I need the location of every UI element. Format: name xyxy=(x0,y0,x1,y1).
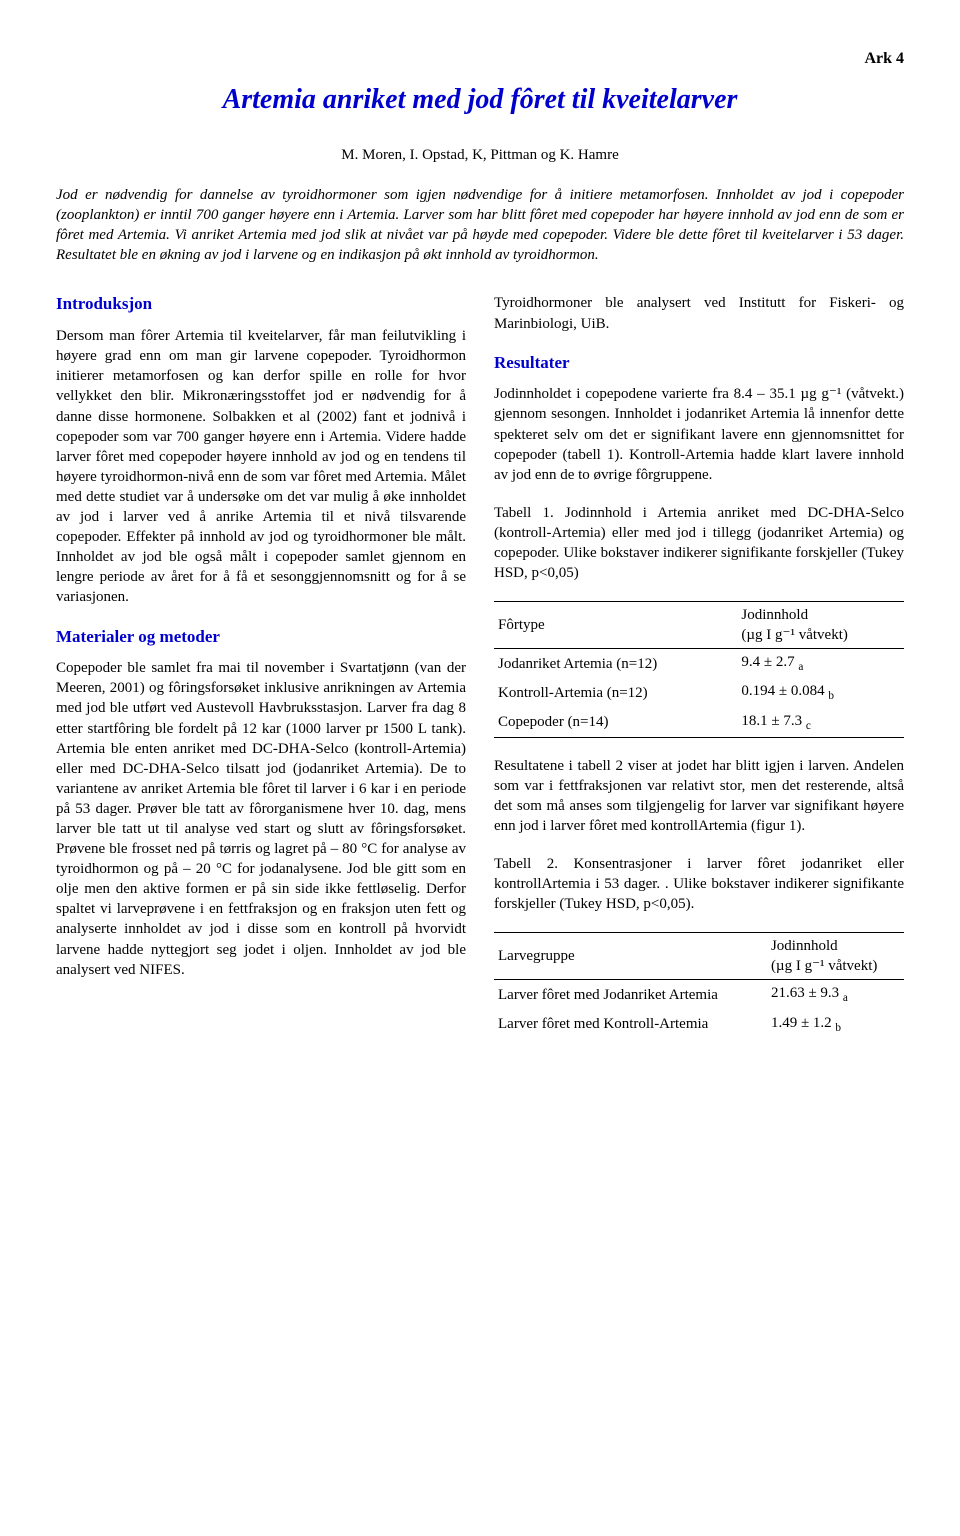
table-row: Larver fôret med Kontroll-Artemia 1.49 ±… xyxy=(494,1010,904,1039)
table2-col2-header: Jodinnhold (µg I g⁻¹ våtvekt) xyxy=(767,933,904,980)
introduction-heading: Introduksjon xyxy=(56,293,466,316)
table-header-row: Fôrtype Jodinnhold (µg I g⁻¹ våtvekt) xyxy=(494,602,904,649)
table1-r1-value: 9.4 ± 2.7 a xyxy=(737,649,904,679)
materials-body: Copepoder ble samlet fra mai til novembe… xyxy=(56,658,466,980)
table1-col2-line2: (µg I g⁻¹ våtvekt) xyxy=(741,627,847,643)
right-column: Tyroidhormoner ble analysert ved Institu… xyxy=(494,293,904,1056)
table-row: Kontroll-Artemia (n=12) 0.194 ± 0.084 b xyxy=(494,678,904,707)
table1-r2-label: Kontroll-Artemia (n=12) xyxy=(494,678,737,707)
table2-r1-value: 21.63 ± 9.3 a xyxy=(767,980,904,1010)
article-title: Artemia anriket med jod fôret til kveite… xyxy=(56,81,904,119)
table2-col2-line2: (µg I g⁻¹ våtvekt) xyxy=(771,958,877,974)
table-row: Larver fôret med Jodanriket Artemia 21.6… xyxy=(494,980,904,1010)
results-heading: Resultater xyxy=(494,352,904,375)
thyroid-note: Tyroidhormoner ble analysert ved Institu… xyxy=(494,293,904,333)
table-2: Larvegruppe Jodinnhold (µg I g⁻¹ våtvekt… xyxy=(494,932,904,1038)
abstract: Jod er nødvendig for dannelse av tyroidh… xyxy=(56,185,904,265)
table1-col2-line1: Jodinnhold xyxy=(741,607,808,623)
table2-caption: Tabell 2. Konsentrasjoner i larver fôret… xyxy=(494,854,904,914)
table2-col2-line1: Jodinnhold xyxy=(771,938,838,954)
table2-col1-header: Larvegruppe xyxy=(494,933,767,980)
left-column: Introduksjon Dersom man fôrer Artemia ti… xyxy=(56,293,466,1056)
table2-r2-value: 1.49 ± 1.2 b xyxy=(767,1010,904,1039)
between-tables-text: Resultatene i tabell 2 viser at jodet ha… xyxy=(494,756,904,836)
title-italic-part: Artemia xyxy=(223,84,316,115)
table-row: Jodanriket Artemia (n=12) 9.4 ± 2.7 a xyxy=(494,649,904,679)
introduction-body: Dersom man fôrer Artemia til kveitelarve… xyxy=(56,326,466,607)
table1-col1-header: Fôrtype xyxy=(494,602,737,649)
table1-r3-label: Copepoder (n=14) xyxy=(494,708,737,738)
table1-r3-value: 18.1 ± 7.3 c xyxy=(737,708,904,738)
materials-heading: Materialer og metoder xyxy=(56,626,466,649)
results-body: Jodinnholdet i copepodene varierte fra 8… xyxy=(494,384,904,484)
table-1: Fôrtype Jodinnhold (µg I g⁻¹ våtvekt) Jo… xyxy=(494,601,904,737)
table1-caption: Tabell 1. Jodinnhold i Artemia anriket m… xyxy=(494,503,904,583)
page-label: Ark 4 xyxy=(56,48,904,69)
table-row: Copepoder (n=14) 18.1 ± 7.3 c xyxy=(494,708,904,738)
table1-r1-label: Jodanriket Artemia (n=12) xyxy=(494,649,737,679)
two-column-body: Introduksjon Dersom man fôrer Artemia ti… xyxy=(56,293,904,1056)
title-rest: anriket med jod fôret til kveitelarver xyxy=(316,84,737,115)
table-header-row: Larvegruppe Jodinnhold (µg I g⁻¹ våtvekt… xyxy=(494,933,904,980)
table1-r2-value: 0.194 ± 0.084 b xyxy=(737,678,904,707)
table1-col2-header: Jodinnhold (µg I g⁻¹ våtvekt) xyxy=(737,602,904,649)
table2-r1-label: Larver fôret med Jodanriket Artemia xyxy=(494,980,767,1010)
author-line: M. Moren, I. Opstad, K, Pittman og K. Ha… xyxy=(56,145,904,165)
table2-r2-label: Larver fôret med Kontroll-Artemia xyxy=(494,1010,767,1039)
